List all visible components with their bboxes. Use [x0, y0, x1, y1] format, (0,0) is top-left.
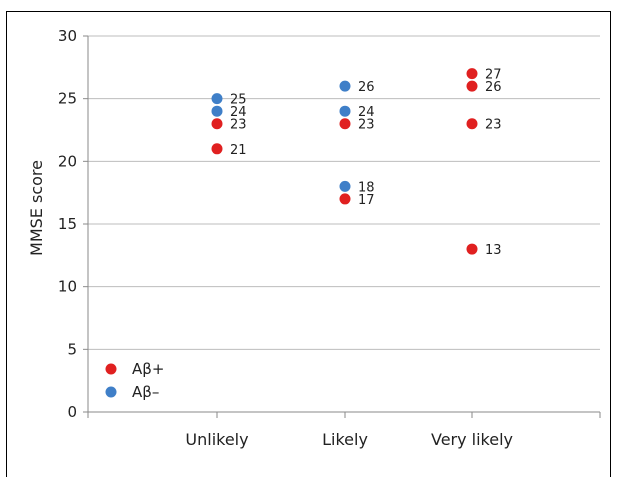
data-point [339, 118, 351, 130]
data-label: 18 [358, 180, 375, 195]
data-point [339, 193, 351, 205]
data-label: 13 [485, 243, 502, 258]
y-tick-label: 0 [67, 403, 77, 421]
data-point [211, 105, 223, 117]
x-category-label: Unlikely [185, 430, 248, 449]
y-tick-label: 15 [58, 215, 77, 233]
y-tick-label: 30 [58, 27, 77, 45]
y-axis-label: MMSE score [27, 160, 46, 256]
data-point [339, 180, 351, 192]
x-category-label: Likely [322, 430, 368, 449]
data-label: 23 [485, 118, 502, 133]
data-label: 27 [485, 68, 502, 83]
data-point [211, 118, 223, 130]
data-label: 17 [358, 193, 375, 208]
data-label: 24 [230, 105, 247, 120]
legend-label: Aβ– [132, 383, 159, 401]
data-label: 21 [230, 143, 247, 158]
data-label: 24 [358, 105, 375, 120]
legend-label: Aβ+ [132, 360, 164, 378]
data-label: 26 [358, 80, 375, 95]
legend-marker [105, 363, 117, 375]
x-category-label: Very likely [431, 430, 513, 449]
y-tick-label: 5 [67, 340, 77, 358]
data-label: 23 [358, 118, 375, 133]
chart-frame [6, 11, 611, 477]
data-point [211, 143, 223, 155]
y-tick-label: 20 [58, 152, 77, 170]
data-point [466, 243, 478, 255]
data-point [466, 68, 478, 80]
data-point [339, 80, 351, 92]
data-point [466, 118, 478, 130]
data-label: 25 [230, 93, 247, 108]
data-label: 26 [485, 80, 502, 95]
legend-marker [105, 386, 117, 398]
data-point [211, 93, 223, 105]
y-tick-label: 10 [58, 278, 77, 296]
y-tick-label: 25 [58, 90, 77, 108]
data-point [466, 80, 478, 92]
data-point [339, 105, 351, 117]
data-label: 23 [230, 118, 247, 133]
